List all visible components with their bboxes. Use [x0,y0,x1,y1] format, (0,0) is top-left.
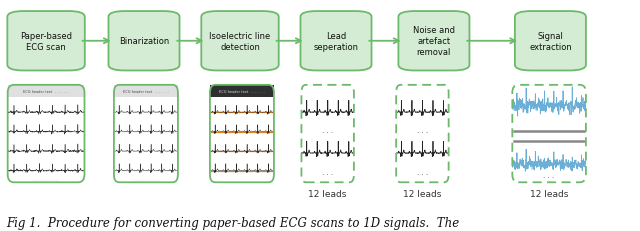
FancyBboxPatch shape [108,12,179,71]
Text: . . .: . . . [322,170,333,176]
Text: . . .: . . . [417,127,428,133]
Text: Signal
extraction: Signal extraction [529,32,572,52]
Bar [210,85,274,97]
Text: . . . . . . . . . . . . . . .: . . . . . . . . . . . . . . . [133,178,159,182]
Text: Lead
seperation: Lead seperation [314,32,358,52]
Text: . . . . . . . . . . . . . . .: . . . . . . . . . . . . . . . [33,178,59,182]
Text: 12 leads: 12 leads [530,189,568,198]
FancyBboxPatch shape [201,12,279,71]
Text: ECG header text  . . . . . . .: ECG header text . . . . . . . [219,89,265,93]
FancyBboxPatch shape [398,12,470,71]
Text: . . .: . . . [417,170,428,176]
Text: ECG header text  . . . . . . .: ECG header text . . . . . . . [123,89,169,93]
Text: 12 leads: 12 leads [308,189,347,198]
Text: Noise and
artefact
removal: Noise and artefact removal [413,26,455,57]
FancyBboxPatch shape [301,12,371,71]
Text: Isoelectric line
detection: Isoelectric line detection [209,32,271,52]
Text: Binarization: Binarization [119,37,169,46]
FancyBboxPatch shape [515,12,586,71]
Text: . . .: . . . [322,127,333,133]
Text: ECG header text  . . . . . . .: ECG header text . . . . . . . [23,89,69,93]
FancyBboxPatch shape [7,12,85,71]
Text: Paper-based
ECG scan: Paper-based ECG scan [20,32,72,52]
Bar [114,85,178,97]
Text: . . .: . . . [543,173,555,179]
Text: Fig 1.  Procedure for converting paper-based ECG scans to 1D signals.  The: Fig 1. Procedure for converting paper-ba… [6,216,460,229]
Text: 12 leads: 12 leads [403,189,442,198]
Bar [8,85,84,97]
